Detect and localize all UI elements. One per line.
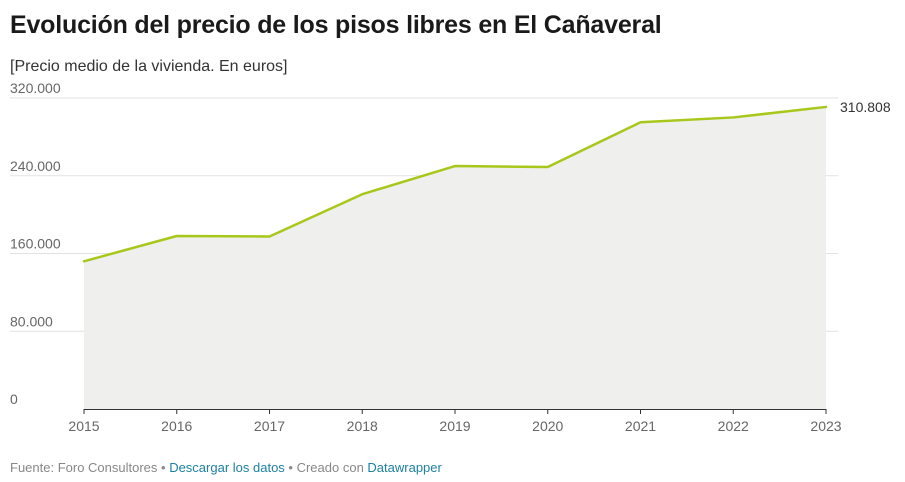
y-tick-label: 0 <box>10 391 18 407</box>
source-text: Fuente: Foro Consultores <box>10 460 158 475</box>
x-tick-label: 2019 <box>439 418 470 434</box>
x-tick-label: 2021 <box>625 418 656 434</box>
y-tick-label: 240.000 <box>10 158 61 174</box>
area-chart: 0 80.000 160.000 240.000 320.000 2015 2016 2017… <box>10 80 891 434</box>
x-tick-label: 2023 <box>810 418 841 434</box>
y-tick-label: 160.000 <box>10 236 61 252</box>
created-with-text: • Creado con <box>284 460 368 475</box>
series-line <box>82 105 828 263</box>
x-tick-label: 2017 <box>254 418 285 434</box>
download-data-link[interactable]: Descargar los datos <box>169 460 285 475</box>
x-tick-label: 2016 <box>161 418 192 434</box>
y-tick-label: 320.000 <box>10 80 61 96</box>
x-tick-label: 2018 <box>347 418 378 434</box>
area-fill <box>84 106 826 409</box>
x-tick-label: 2020 <box>532 418 563 434</box>
x-tick-label: 2022 <box>718 418 749 434</box>
end-value-label: 310.808 <box>840 99 891 115</box>
footer: Fuente: Foro Consultores • Descargar los… <box>10 460 442 475</box>
datawrapper-link[interactable]: Datawrapper <box>367 460 442 475</box>
labels: 0 80.000 160.000 240.000 320.000 2015 2016 2017… <box>10 80 891 434</box>
axes <box>83 409 827 414</box>
footer-separator: • <box>157 460 170 475</box>
y-tick-label: 80.000 <box>10 313 53 329</box>
x-tick-label: 2015 <box>68 418 99 434</box>
chart-title: Evolución del precio de los pisos libres… <box>10 11 662 39</box>
chart-subtitle: [Precio medio de la vivienda. En euros] <box>10 58 288 75</box>
